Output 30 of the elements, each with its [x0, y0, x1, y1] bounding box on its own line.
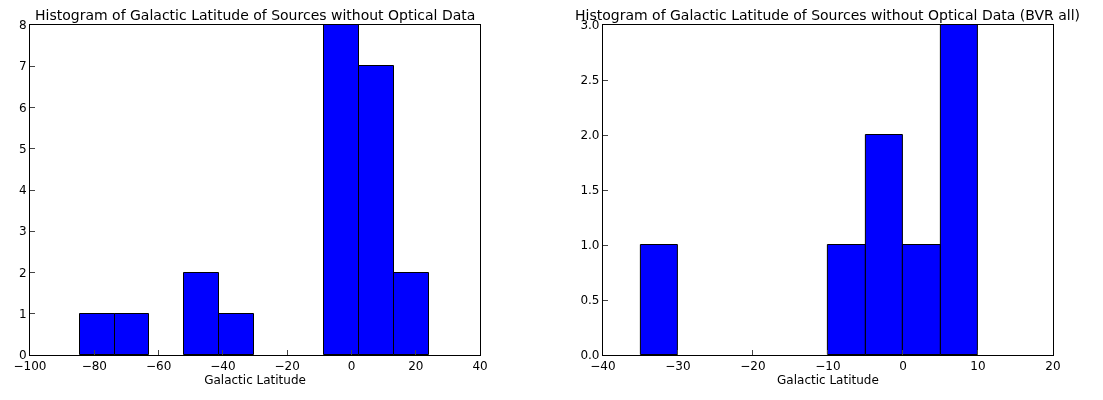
- x-axis-title: Galactic Latitude: [204, 373, 306, 388]
- x-tick-label: 10: [970, 359, 986, 374]
- y-tick-label: 4: [18, 183, 27, 198]
- x-tick-label: 0: [347, 359, 356, 374]
- y-tick-label: 1: [18, 306, 27, 321]
- x-tick-label: 20: [1045, 359, 1061, 374]
- y-tick-label: 1.5: [580, 183, 600, 198]
- chart-title: Histogram of Galactic Latitude of Sources without Optical Data: [35, 7, 476, 23]
- y-tick-label: 2: [18, 265, 27, 280]
- y-tick-label: 6: [18, 100, 27, 115]
- y-tick-label: 0.5: [580, 293, 600, 308]
- x-tick-label: −10: [815, 359, 841, 374]
- y-tick-label: 3: [18, 224, 27, 239]
- x-tick-label: 0: [899, 359, 907, 374]
- x-tick-label: −80: [81, 359, 107, 374]
- y-tick-label: 2.5: [580, 73, 600, 88]
- x-tick-label: 40: [472, 359, 488, 374]
- x-tick-label: −20: [740, 359, 766, 374]
- y-tick-label: 2.0: [580, 128, 600, 143]
- x-axis-title: Galactic Latitude: [777, 373, 879, 388]
- x-tick-label: −100: [13, 359, 47, 374]
- y-tick-label: 1.0: [580, 238, 600, 253]
- x-tick-label: −20: [274, 359, 300, 374]
- y-tick-label: 7: [18, 59, 27, 74]
- x-tick-label: −30: [665, 359, 691, 374]
- x-tick-label: 20: [408, 359, 424, 374]
- y-tick-label: 8: [18, 18, 27, 33]
- y-tick-label: 5: [18, 141, 27, 156]
- x-tick-label: −40: [210, 359, 236, 374]
- x-tick-label: −60: [145, 359, 172, 374]
